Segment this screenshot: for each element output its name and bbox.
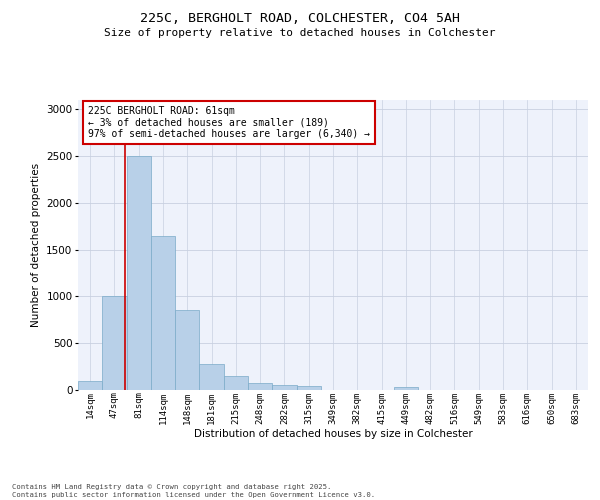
Text: Size of property relative to detached houses in Colchester: Size of property relative to detached ho… (104, 28, 496, 38)
Bar (199, 364, 224, 390)
Bar (78, 380, 102, 390)
Text: 225C BERGHOLT ROAD: 61sqm
← 3% of detached houses are smaller (189)
97% of semi-: 225C BERGHOLT ROAD: 61sqm ← 3% of detach… (88, 106, 370, 139)
Bar (272, 386, 296, 390)
Bar (394, 386, 418, 390)
Bar (175, 310, 199, 390)
Bar (102, 296, 127, 390)
Bar (224, 376, 248, 390)
Y-axis label: Number of detached properties: Number of detached properties (31, 163, 41, 327)
Bar (127, 156, 151, 390)
Bar (248, 383, 272, 390)
Bar (151, 236, 175, 390)
X-axis label: Distribution of detached houses by size in Colchester: Distribution of detached houses by size … (194, 429, 472, 439)
Text: 225C, BERGHOLT ROAD, COLCHESTER, CO4 5AH: 225C, BERGHOLT ROAD, COLCHESTER, CO4 5AH (140, 12, 460, 26)
Text: Contains HM Land Registry data © Crown copyright and database right 2025.
Contai: Contains HM Land Registry data © Crown c… (12, 484, 375, 498)
Bar (296, 386, 321, 390)
